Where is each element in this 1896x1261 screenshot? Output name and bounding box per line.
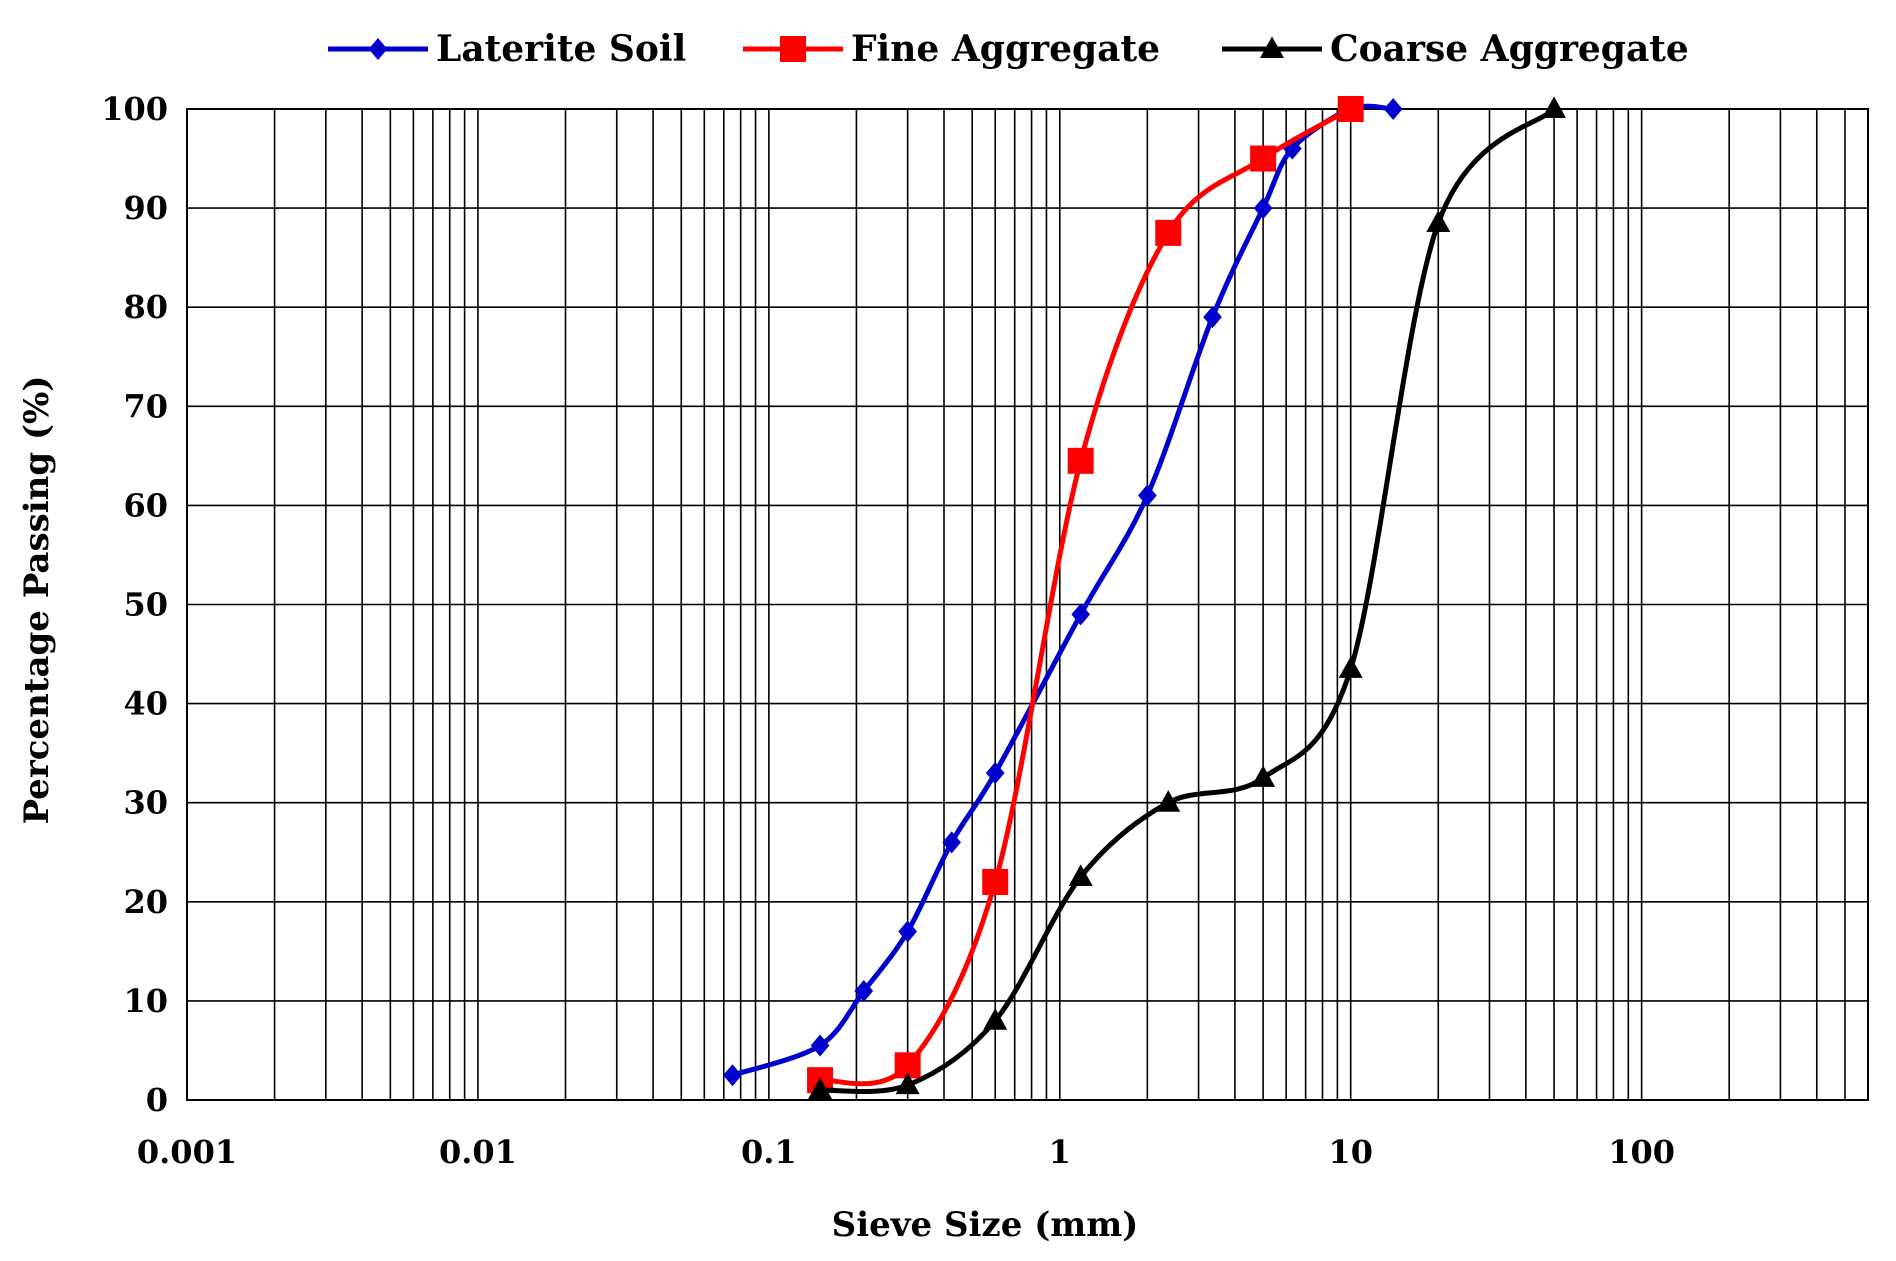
data-point-marker: [895, 1072, 920, 1095]
y-tick-label: 80: [123, 288, 168, 326]
series-line: [817, 106, 1557, 1094]
y-tick-label: 100: [101, 90, 168, 128]
legend-item: Laterite Soil: [328, 28, 686, 70]
data-point-marker: [808, 1077, 833, 1100]
x-tick-label: 0.01: [439, 1133, 517, 1171]
legend-label: Laterite Soil: [436, 28, 686, 70]
series-laterite-soil: [723, 98, 1403, 1087]
legend-label: Fine Aggregate: [851, 28, 1160, 70]
data-point-marker: [1156, 790, 1181, 812]
legend-marker: [368, 38, 388, 60]
data-point-marker: [898, 920, 918, 943]
y-tick-label: 0: [146, 1081, 168, 1119]
data-point-marker: [942, 831, 962, 854]
data-point-marker: [810, 1034, 830, 1057]
x-tick-label: 1: [1049, 1133, 1071, 1171]
data-point-marker: [983, 1008, 1008, 1030]
data-point-marker: [1338, 656, 1363, 678]
plot-frame: [186, 108, 1869, 1101]
y-tick-label: 20: [123, 883, 168, 921]
data-point-marker: [1383, 98, 1403, 120]
x-tick-label: 0.1: [741, 1133, 797, 1171]
data-point-marker: [854, 979, 874, 1002]
y-tick-label: 50: [123, 586, 168, 624]
data-point-marker: [1542, 96, 1567, 118]
data-point-marker: [1203, 306, 1222, 329]
series-line: [730, 103, 1396, 1078]
y-tick-label: 10: [123, 982, 168, 1020]
y-tick-label: 90: [123, 189, 168, 227]
x-tick-label: 0.001: [137, 1133, 237, 1171]
x-tick-label: 10: [1328, 1133, 1373, 1171]
grid-lines: [186, 108, 1869, 1101]
series-line: [817, 106, 1354, 1087]
data-point-marker: [1071, 603, 1091, 626]
data-point-marker: [1137, 484, 1157, 507]
legend-item: Fine Aggregate: [743, 28, 1160, 70]
legend: Laterite Soil Fine Aggregate Coarse Aggreg…: [328, 28, 1689, 70]
data-point-marker: [1251, 765, 1276, 787]
y-axis-label: Percentage Passing (%): [17, 376, 57, 825]
data-point-marker: [1250, 145, 1277, 172]
data-point-marker: [1337, 96, 1364, 122]
legend-label: Coarse Aggregate: [1330, 28, 1689, 70]
tick-labels: 0 10 20 30 40 50 60 70 80 90 100 0.001 0.01 0.1 1 10 100: [101, 90, 1675, 1171]
y-tick-label: 40: [123, 685, 168, 723]
data-point-marker: [1426, 210, 1451, 232]
data-point-marker: [1155, 219, 1182, 246]
legend-marker: [780, 36, 806, 62]
data-point-marker: [1067, 447, 1094, 474]
data-point-marker: [1253, 197, 1273, 220]
x-axis-label: Sieve Size (mm): [832, 1205, 1139, 1245]
y-tick-label: 70: [123, 387, 168, 425]
data-point-marker: [985, 761, 1005, 784]
data-point-marker: [723, 1064, 742, 1087]
x-tick-label: 100: [1608, 1133, 1675, 1171]
legend-item: Coarse Aggregate: [1222, 28, 1689, 70]
series-fine-aggregate: [807, 96, 1364, 1094]
series-coarse-aggregate: [808, 96, 1567, 1100]
series-layer: [723, 96, 1567, 1100]
data-point-marker: [982, 868, 1009, 895]
legend-marker: [1260, 36, 1284, 58]
y-tick-label: 30: [123, 784, 168, 822]
y-tick-label: 60: [123, 486, 168, 524]
data-point-marker: [1068, 864, 1093, 887]
